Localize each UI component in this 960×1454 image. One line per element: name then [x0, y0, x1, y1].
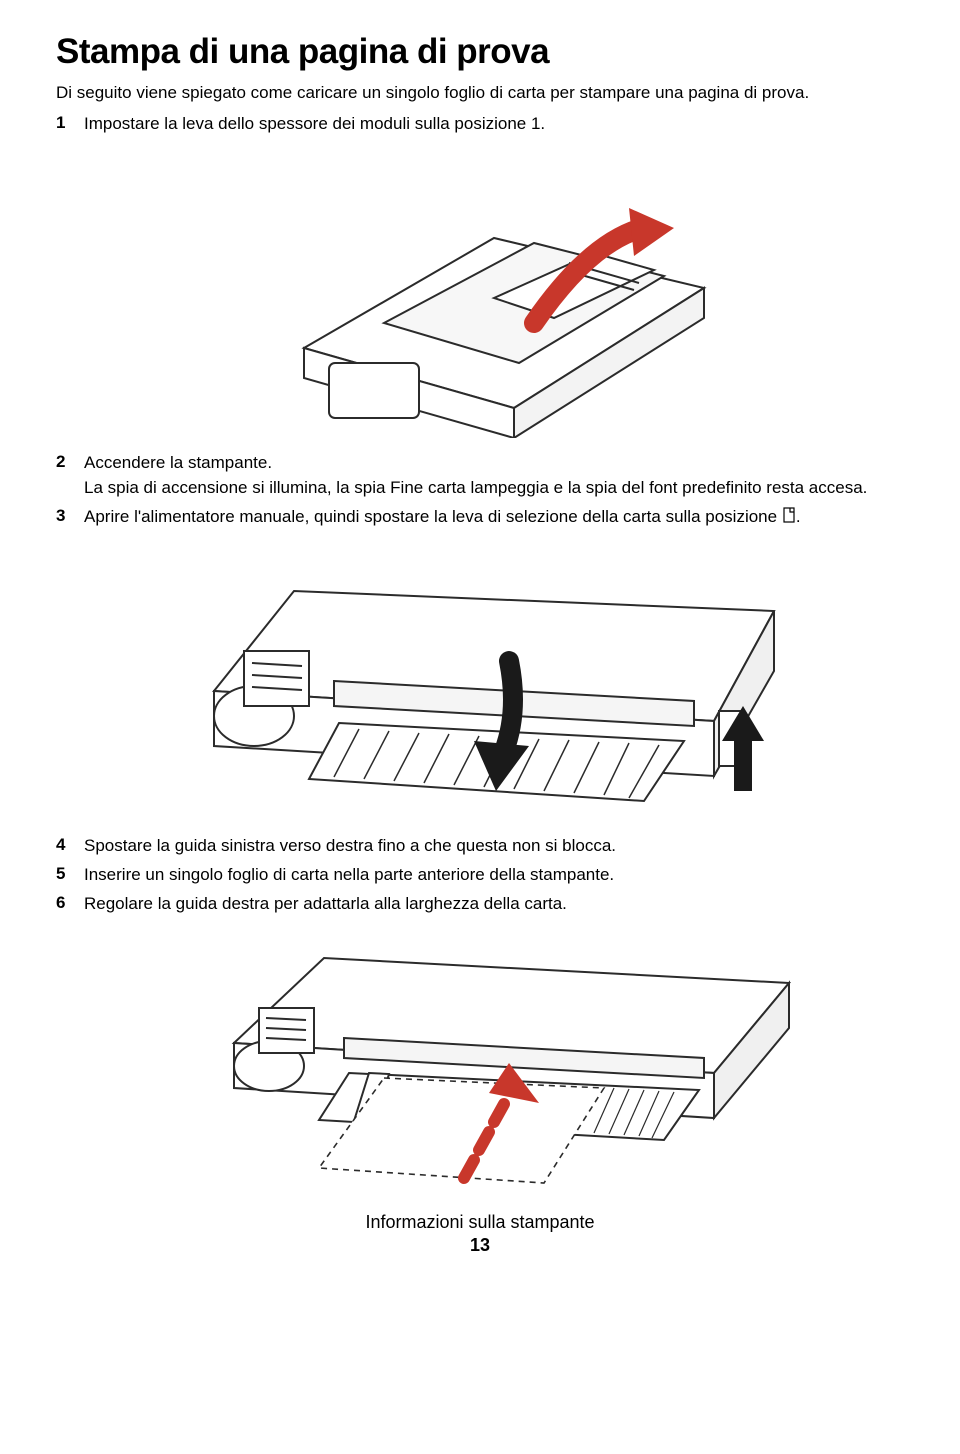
step-text: Inserire un singolo foglio di carta nell…	[84, 864, 904, 887]
step-text-a: Aprire l'alimentatore manuale, quindi sp…	[84, 507, 782, 526]
step-text: Impostare la leva dello spessore dei mod…	[84, 113, 904, 136]
step-text: Accendere la stampante.	[84, 452, 904, 475]
figure-3	[84, 928, 904, 1188]
step-text: Spostare la guida sinistra verso destra …	[84, 835, 904, 858]
step-text: Aprire l'alimentatore manuale, quindi sp…	[84, 506, 904, 529]
footer-page-number: 13	[56, 1235, 904, 1256]
step-text: Regolare la guida destra per adattarla a…	[84, 893, 904, 916]
page-footer: Informazioni sulla stampante 13	[56, 1212, 904, 1256]
step-text-b: .	[796, 507, 801, 526]
printer-lever-illustration	[234, 148, 754, 438]
page-title: Stampa di una pagina di prova	[56, 32, 904, 72]
step-2: Accendere la stampante. La spia di accen…	[56, 452, 904, 500]
printer-insert-paper-illustration	[174, 928, 814, 1188]
figure-1	[84, 148, 904, 438]
intro-text: Di seguito viene spiegato come caricare …	[56, 82, 904, 105]
paper-position-icon	[782, 506, 796, 524]
step-5: Inserire un singolo foglio di carta nell…	[56, 864, 904, 887]
step-1: Impostare la leva dello spessore dei mod…	[56, 113, 904, 438]
steps-list: Impostare la leva dello spessore dei mod…	[56, 113, 904, 1188]
printer-manual-feeder-illustration	[174, 541, 814, 821]
step-6: Regolare la guida destra per adattarla a…	[56, 893, 904, 1188]
figure-2	[84, 541, 904, 821]
step-4: Spostare la guida sinistra verso destra …	[56, 835, 904, 858]
step-3: Aprire l'alimentatore manuale, quindi sp…	[56, 506, 904, 821]
footer-section-label: Informazioni sulla stampante	[56, 1212, 904, 1233]
step-subtext: La spia di accensione si illumina, la sp…	[84, 477, 904, 500]
